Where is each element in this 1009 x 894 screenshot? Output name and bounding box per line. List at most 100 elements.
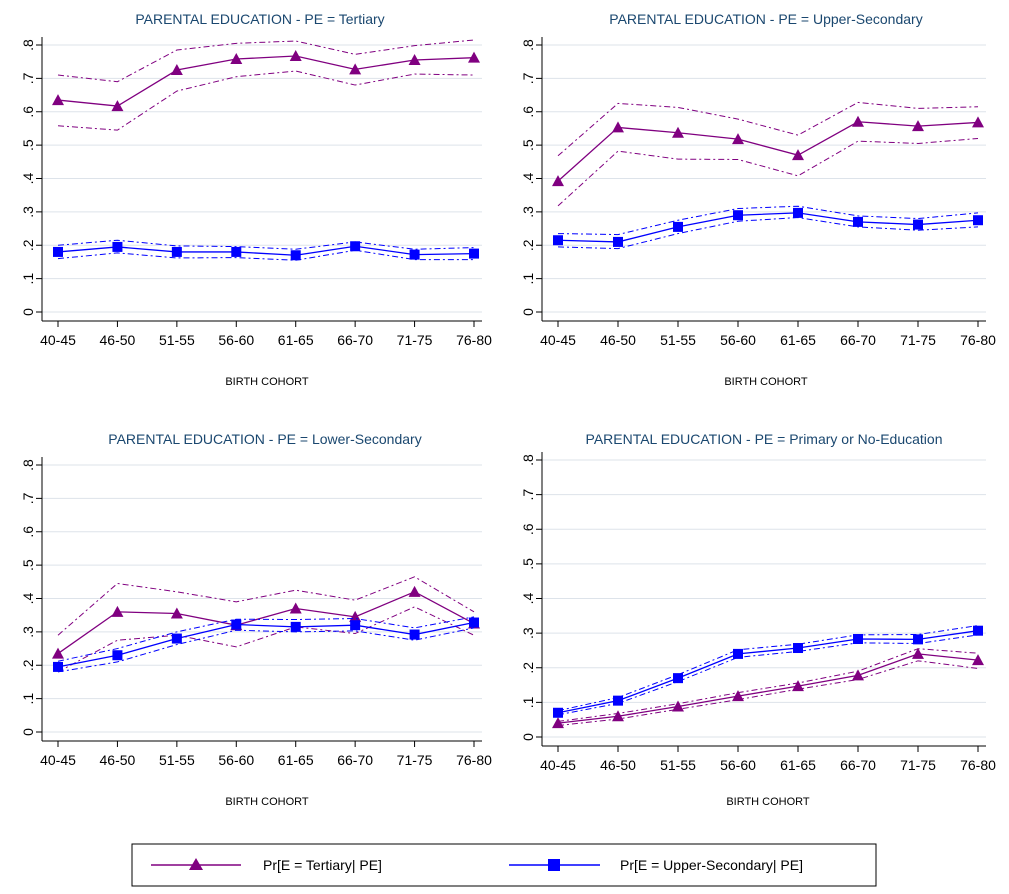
- triangle-marker: [52, 94, 64, 106]
- y-tick-label: .1: [520, 273, 536, 285]
- square-marker: [409, 249, 420, 260]
- y-tick-label: .8: [520, 39, 536, 51]
- y-tick-label: .1: [20, 693, 36, 705]
- ci-upper-line: [557, 648, 979, 722]
- triangle-marker: [672, 126, 684, 138]
- legend-tertiary-label: Pr[E = Tertiary| PE]: [263, 857, 382, 873]
- square-marker: [613, 236, 623, 247]
- triangle-marker: [672, 700, 684, 712]
- panel-lower-secondary: PARENTAL EDUCATION - PE = Lower-Secondar…: [20, 431, 492, 808]
- x-tick-label: 76-80: [456, 332, 492, 348]
- ci-upper-line: [57, 616, 475, 662]
- y-tick-label: .7: [20, 72, 36, 84]
- y-tick-label: .8: [520, 454, 536, 466]
- ci-lower-line: [557, 660, 979, 727]
- series-line: [57, 621, 475, 668]
- triangle-marker: [732, 690, 744, 702]
- y-tick-label: 0: [20, 728, 36, 736]
- x-tick-label: 76-80: [960, 332, 996, 348]
- series-line: [57, 245, 475, 256]
- ci-lower-line: [557, 217, 979, 250]
- triangle-marker: [792, 680, 804, 692]
- y-tick-label: .2: [520, 662, 536, 674]
- y-tick-label: .1: [20, 273, 36, 285]
- x-axis-label: BIRTH COHORT: [225, 376, 309, 388]
- ci-lower-line: [57, 70, 475, 131]
- panel-primary-no-education: PARENTAL EDUCATION - PE = Primary or No-…: [520, 431, 996, 808]
- y-tick-label: 0: [520, 308, 536, 316]
- triangle-marker: [289, 602, 302, 614]
- x-axis-label: BIRTH COHORT: [225, 796, 309, 808]
- y-tick-label: .4: [20, 592, 36, 604]
- x-tick-label: 56-60: [218, 332, 254, 348]
- y-tick-label: .2: [20, 659, 36, 671]
- triangle-marker: [792, 149, 804, 161]
- triangle-marker: [852, 669, 864, 681]
- triangle-marker: [349, 610, 362, 622]
- square-marker: [231, 246, 242, 257]
- x-tick-label: 46-50: [100, 752, 136, 768]
- triangle-marker: [552, 175, 564, 187]
- triangle-marker: [408, 585, 421, 597]
- triangle-marker: [468, 51, 480, 63]
- square-marker: [673, 221, 683, 232]
- x-tick-label: 71-75: [397, 332, 433, 348]
- ci-lower-line: [57, 606, 475, 673]
- ci-upper-line: [557, 101, 979, 157]
- triangle-marker: [170, 607, 183, 619]
- y-tick-label: .6: [20, 526, 36, 538]
- x-tick-label: 51-55: [159, 332, 195, 348]
- ci-lower-line: [557, 634, 979, 716]
- square-marker: [733, 210, 743, 221]
- square-marker: [53, 661, 63, 672]
- x-tick-label: 66-70: [840, 757, 876, 773]
- y-tick-label: .8: [20, 459, 36, 471]
- x-tick-label: 61-65: [780, 757, 816, 773]
- square-marker: [913, 634, 923, 645]
- series-line: [557, 121, 979, 182]
- x-tick-label: 71-75: [397, 752, 433, 768]
- triangle-marker: [732, 133, 744, 145]
- legend-upper-secondary-marker: [548, 859, 560, 871]
- square-marker: [553, 707, 563, 718]
- triangle-marker: [408, 54, 421, 66]
- square-marker: [290, 621, 301, 632]
- panel-title: PARENTAL EDUCATION - PE = Upper-Secondar…: [609, 11, 922, 27]
- ci-upper-line: [557, 205, 979, 236]
- x-tick-label: 51-55: [660, 332, 696, 348]
- triangle-marker: [612, 710, 624, 722]
- y-tick-label: .3: [20, 626, 36, 638]
- ci-upper-line: [557, 625, 979, 712]
- x-tick-label: 46-50: [600, 757, 636, 773]
- square-marker: [673, 673, 683, 684]
- triangle-marker: [289, 50, 302, 62]
- square-marker: [350, 241, 361, 252]
- square-marker: [853, 634, 863, 645]
- square-marker: [613, 695, 623, 706]
- legend: Pr[E = Tertiary| PE] Pr[E = Upper-Second…: [131, 843, 877, 887]
- square-marker: [469, 248, 479, 259]
- y-tick-label: .3: [520, 627, 536, 639]
- legend-upper-secondary-label: Pr[E = Upper-Secondary| PE]: [620, 857, 803, 873]
- x-tick-label: 61-65: [780, 332, 816, 348]
- x-tick-label: 71-75: [900, 332, 936, 348]
- x-tick-label: 51-55: [159, 752, 195, 768]
- x-tick-label: 61-65: [278, 332, 314, 348]
- series-line: [557, 630, 979, 714]
- triangle-marker: [230, 53, 243, 65]
- x-axis-label: BIRTH COHORT: [724, 376, 808, 388]
- square-marker: [733, 648, 743, 659]
- ci-upper-line: [57, 39, 475, 83]
- x-tick-label: 76-80: [456, 752, 492, 768]
- square-marker: [350, 620, 361, 631]
- legend-box: [131, 843, 877, 887]
- y-tick-label: .5: [520, 139, 536, 151]
- triangle-marker: [52, 647, 64, 659]
- square-marker: [171, 633, 182, 644]
- triangle-marker: [912, 647, 924, 659]
- panel-upper-secondary: PARENTAL EDUCATION - PE = Upper-Secondar…: [520, 11, 996, 388]
- y-tick-label: .8: [20, 39, 36, 51]
- x-tick-label: 66-70: [337, 752, 373, 768]
- square-marker: [793, 207, 803, 218]
